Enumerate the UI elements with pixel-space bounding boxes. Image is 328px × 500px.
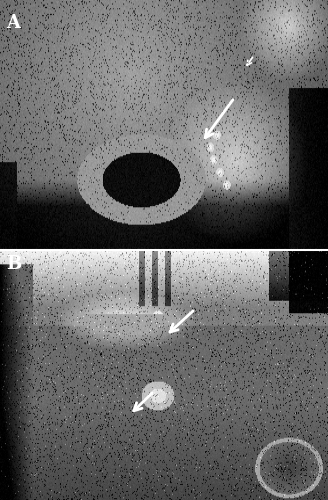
- Text: B: B: [6, 255, 21, 273]
- Text: A: A: [6, 14, 20, 32]
